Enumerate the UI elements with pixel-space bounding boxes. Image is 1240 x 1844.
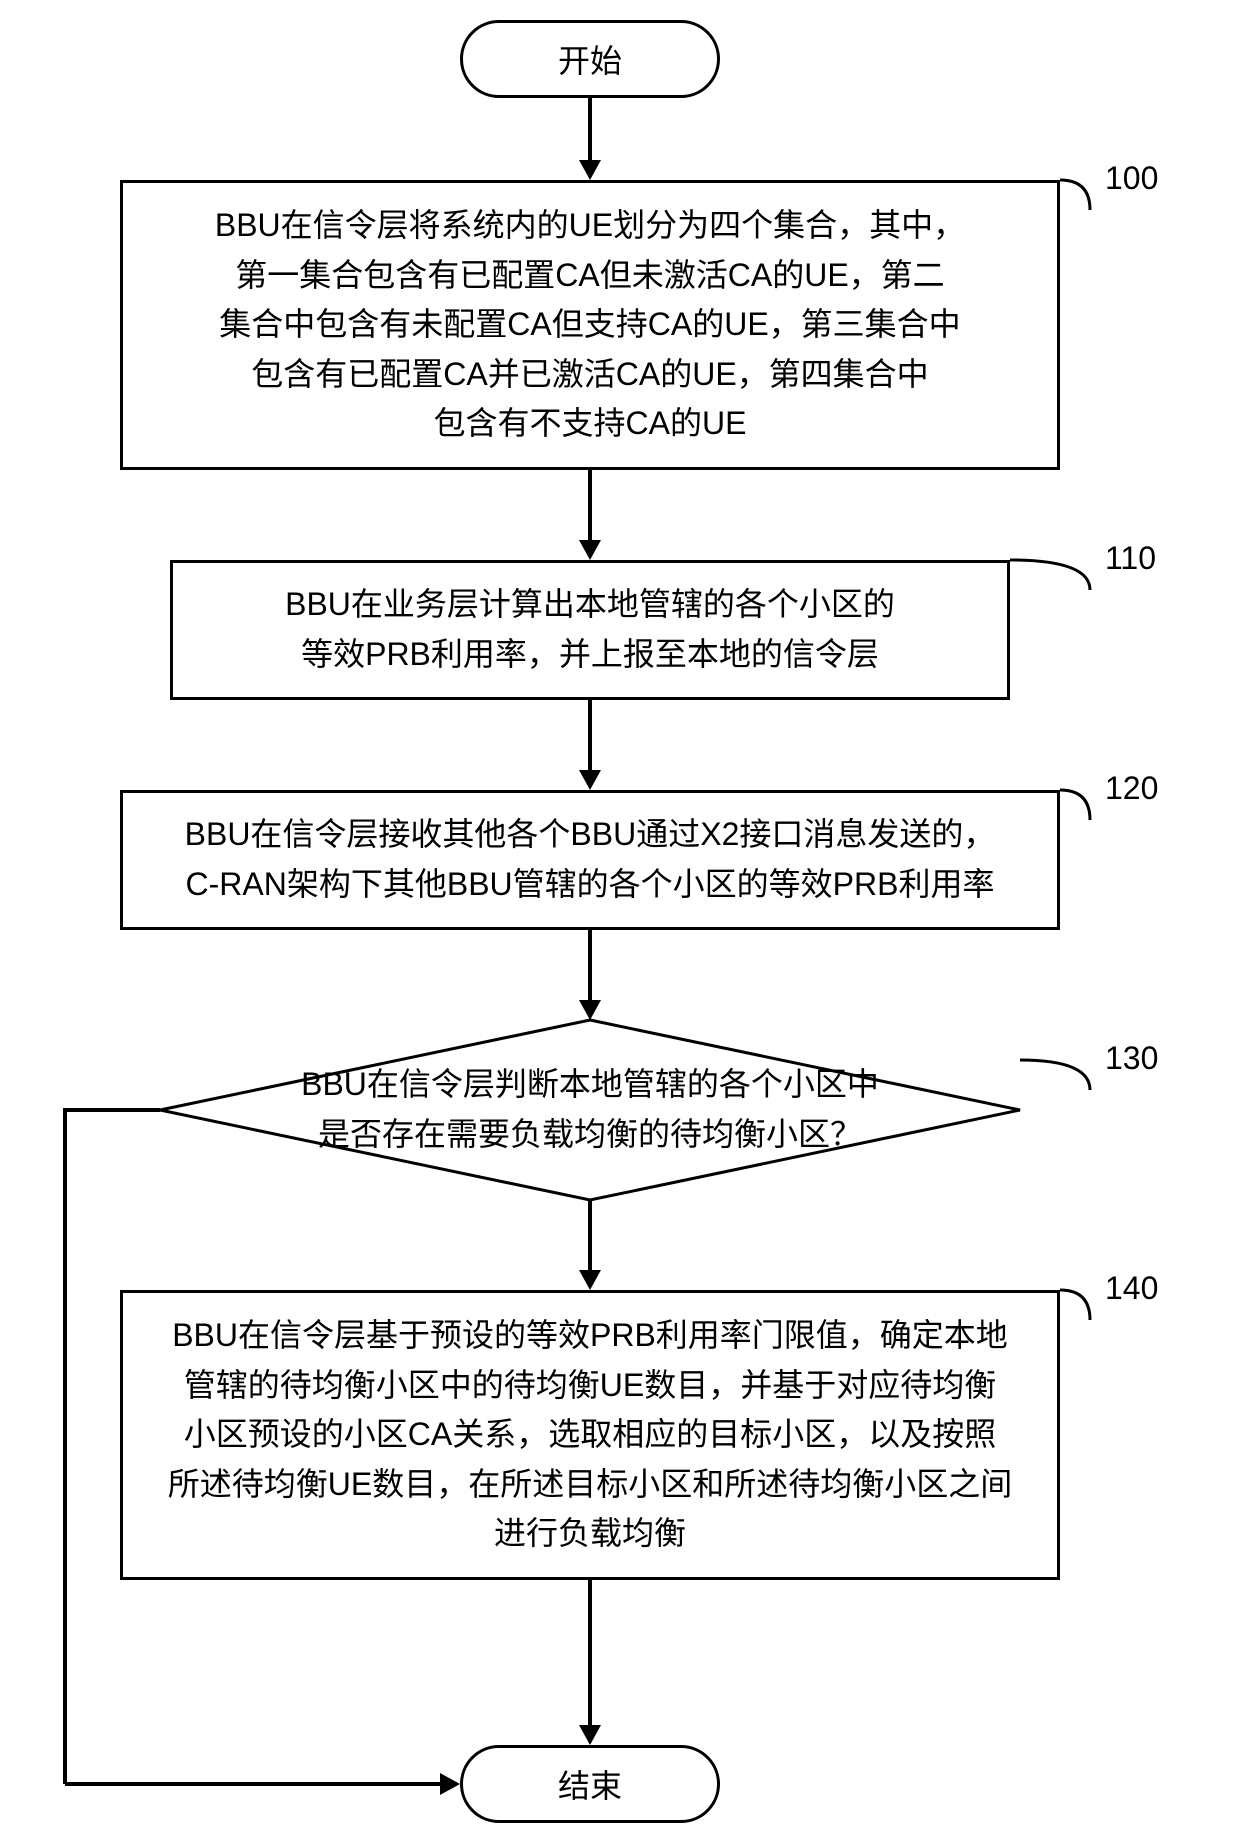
decision-130-text: BBU在信令层判断本地管辖的各个小区中 是否存在需要负载均衡的待均衡小区？ bbox=[301, 1060, 879, 1159]
process-140-text: BBU在信令层基于预设的等效PRB利用率门限值，确定本地 管辖的待均衡小区中的待… bbox=[168, 1311, 1012, 1559]
arrow bbox=[588, 930, 592, 1000]
arrow-head bbox=[579, 1270, 601, 1290]
terminal-start: 开始 bbox=[460, 20, 720, 98]
arrow bbox=[588, 1580, 592, 1725]
arrow-head bbox=[579, 770, 601, 790]
process-140: BBU在信令层基于预设的等效PRB利用率门限值，确定本地 管辖的待均衡小区中的待… bbox=[120, 1290, 1060, 1580]
step-label-140: 140 bbox=[1105, 1270, 1158, 1307]
step-label-110: 110 bbox=[1105, 540, 1156, 577]
label-hook-110 bbox=[1010, 560, 1100, 600]
arrow-head bbox=[440, 1773, 460, 1795]
label-hook-130 bbox=[1020, 1060, 1100, 1100]
arrow bbox=[65, 1108, 160, 1112]
arrow bbox=[588, 700, 592, 770]
step-label-120: 120 bbox=[1105, 770, 1158, 807]
decision-130: BBU在信令层判断本地管辖的各个小区中 是否存在需要负载均衡的待均衡小区？ bbox=[160, 1020, 1020, 1200]
label-hook-140 bbox=[1060, 1290, 1100, 1330]
terminal-end: 结束 bbox=[460, 1745, 720, 1823]
arrow bbox=[588, 1200, 592, 1270]
step-label-100: 100 bbox=[1105, 160, 1158, 197]
arrow-head bbox=[579, 1000, 601, 1020]
arrow bbox=[588, 470, 592, 540]
arrow bbox=[65, 1782, 440, 1786]
label-hook-120 bbox=[1060, 790, 1100, 830]
arrow-head bbox=[579, 160, 601, 180]
arrow bbox=[588, 98, 592, 160]
terminal-start-text: 开始 bbox=[558, 36, 622, 82]
terminal-end-text: 结束 bbox=[558, 1761, 622, 1807]
flowchart-canvas: 开始 BBU在信令层将系统内的UE划分为四个集合，其中， 第一集合包含有已配置C… bbox=[0, 0, 1240, 1844]
step-label-130: 130 bbox=[1105, 1040, 1158, 1077]
process-120-text: BBU在信令层接收其他各个BBU通过X2接口消息发送的， C-RAN架构下其他B… bbox=[185, 810, 996, 909]
process-110: BBU在业务层计算出本地管辖的各个小区的 等效PRB利用率，并上报至本地的信令层 bbox=[170, 560, 1010, 700]
process-100: BBU在信令层将系统内的UE划分为四个集合，其中， 第一集合包含有已配置CA但未… bbox=[120, 180, 1060, 470]
process-110-text: BBU在业务层计算出本地管辖的各个小区的 等效PRB利用率，并上报至本地的信令层 bbox=[285, 580, 895, 679]
arrow bbox=[63, 1108, 67, 1784]
arrow-head bbox=[579, 1725, 601, 1745]
arrow-head bbox=[579, 540, 601, 560]
label-hook-100 bbox=[1060, 180, 1100, 220]
process-100-text: BBU在信令层将系统内的UE划分为四个集合，其中， 第一集合包含有已配置CA但未… bbox=[215, 201, 965, 449]
process-120: BBU在信令层接收其他各个BBU通过X2接口消息发送的， C-RAN架构下其他B… bbox=[120, 790, 1060, 930]
